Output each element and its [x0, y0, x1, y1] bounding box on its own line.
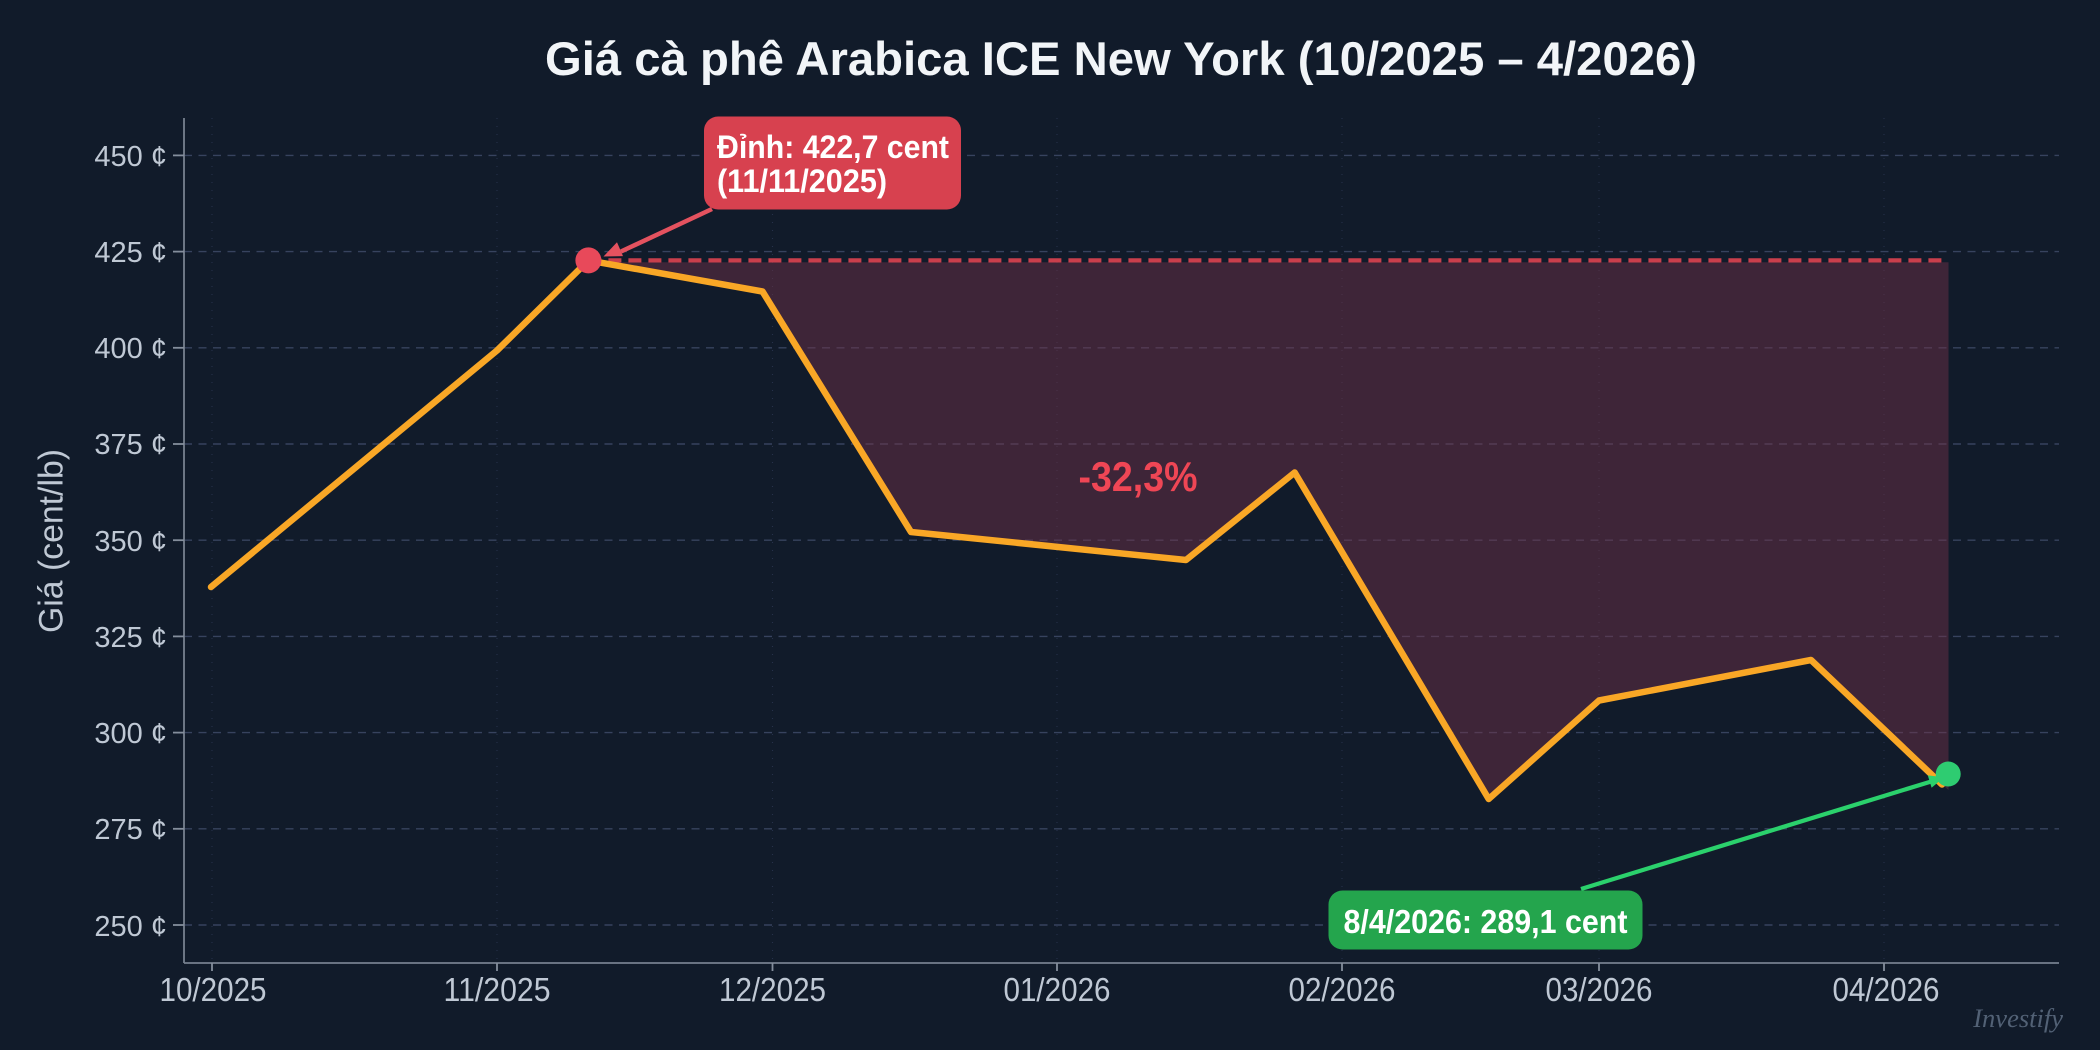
- svg-text:425 ¢: 425 ¢: [94, 237, 167, 269]
- svg-text:275 ¢: 275 ¢: [94, 814, 167, 846]
- svg-text:8/4/2026: 289,1 cent: 8/4/2026: 289,1 cent: [1344, 903, 1628, 940]
- svg-text:350 ¢: 350 ¢: [94, 526, 167, 558]
- svg-text:250 ¢: 250 ¢: [94, 911, 167, 943]
- svg-text:Giá (cent/lb): Giá (cent/lb): [33, 449, 71, 633]
- svg-text:-32,3%: -32,3%: [1079, 453, 1198, 500]
- svg-text:12/2025: 12/2025: [719, 972, 826, 1009]
- svg-text:01/2026: 01/2026: [1004, 972, 1111, 1009]
- svg-text:03/2026: 03/2026: [1546, 972, 1653, 1009]
- svg-text:10/2025: 10/2025: [160, 972, 267, 1009]
- svg-text:02/2026: 02/2026: [1289, 972, 1396, 1009]
- svg-text:(11/11/2025): (11/11/2025): [717, 163, 887, 199]
- svg-text:11/2025: 11/2025: [444, 972, 551, 1009]
- svg-text:450 ¢: 450 ¢: [94, 141, 167, 173]
- svg-text:Đỉnh: 422,7 cent: Đỉnh: 422,7 cent: [717, 129, 949, 165]
- svg-text:04/2026: 04/2026: [1833, 972, 1940, 1009]
- svg-text:Giá cà phê Arabica ICE New Yor: Giá cà phê Arabica ICE New York (10/2025…: [545, 32, 1697, 85]
- svg-text:375 ¢: 375 ¢: [94, 429, 167, 461]
- svg-text:300 ¢: 300 ¢: [94, 718, 167, 750]
- svg-text:Investify: Investify: [1972, 1003, 2063, 1033]
- svg-text:325 ¢: 325 ¢: [94, 622, 167, 654]
- svg-text:400 ¢: 400 ¢: [94, 333, 167, 365]
